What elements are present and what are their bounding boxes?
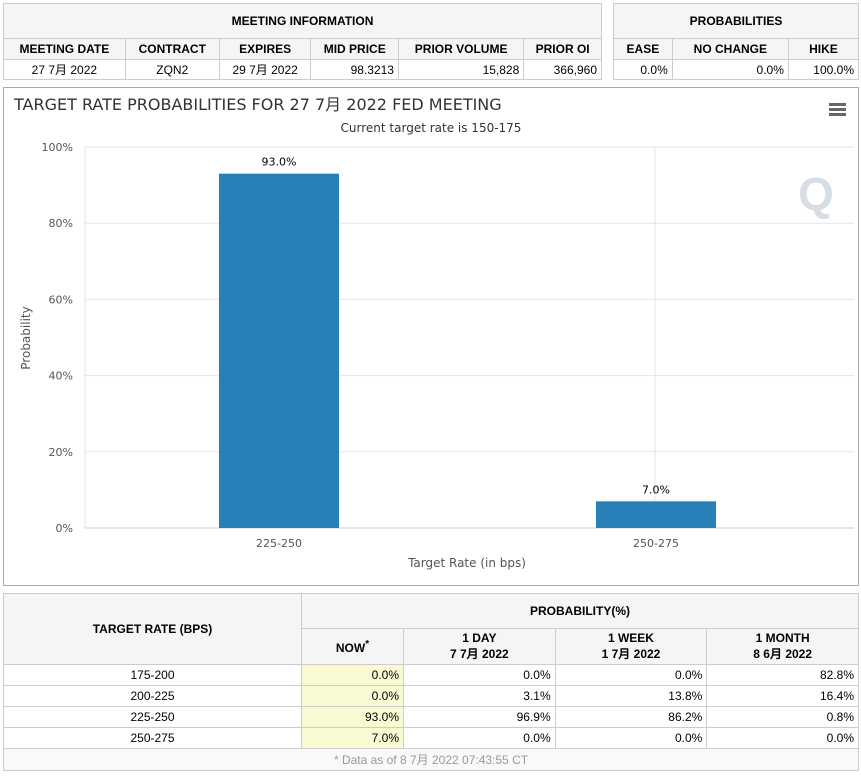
col-expires: EXPIRES <box>218 38 312 60</box>
col-ease: EASE <box>613 38 673 60</box>
probability-cell: 13.8% <box>554 685 708 707</box>
meeting-info-title: MEETING INFORMATION <box>3 3 602 39</box>
hike-value: 100.0% <box>787 59 860 80</box>
probability-cell: 0.0% <box>403 727 556 749</box>
asterisk: * <box>365 638 370 650</box>
probabilities-table: PROBABILITIES EASE NO CHANGE HIKE 0.0% 0… <box>613 3 860 80</box>
col-meeting-date: MEETING DATE <box>3 38 126 60</box>
target-rate-cell: 175-200 <box>3 664 302 686</box>
table-row: 250-275 7.0% 0.0% 0.0% 0.0% <box>3 727 859 749</box>
probability-cell: 0.0% <box>554 664 708 686</box>
probability-cell: 93.0% <box>301 706 404 728</box>
target-rate-cell: 225-250 <box>3 706 302 728</box>
col-prior-volume: PRIOR VOLUME <box>397 38 525 60</box>
probability-cell: 7.0% <box>301 727 404 749</box>
col-date: 1 7月 2022 <box>601 647 661 661</box>
table-row: 225-250 93.0% 96.9% 86.2% 0.8% <box>3 706 859 728</box>
y-tick-label: 80% <box>49 217 73 230</box>
y-tick-label: 40% <box>49 370 73 383</box>
x-axis-label: Target Rate (in bps) <box>407 556 526 570</box>
chart-subtitle: Current target rate is 150-175 <box>341 121 522 135</box>
y-tick-label: 20% <box>49 446 73 459</box>
probabilities-title: PROBABILITIES <box>613 3 859 39</box>
col-date: 8 6月 2022 <box>753 647 813 661</box>
table-row: 200-225 0.0% 3.1% 13.8% 16.4% <box>3 685 859 707</box>
probability-cell: 0.0% <box>706 727 859 749</box>
y-tick-label: 100% <box>42 141 73 154</box>
expires: 29 7月 2022 <box>218 59 312 80</box>
probability-table: TARGET RATE (BPS) PROBABILITY(%) NOW* 1 D… <box>3 593 859 771</box>
x-tick-label: 250-275 <box>633 537 679 550</box>
col-contract: CONTRACT <box>124 38 220 60</box>
table-row: 175-200 0.0% 0.0% 0.0% 82.8% <box>3 664 859 686</box>
prior-oi: 366,960 <box>523 59 602 80</box>
target-rate-chart: TARGET RATE PROBABILITIES FOR 27 7月 2022… <box>3 87 859 586</box>
col-label: 1 WEEK <box>607 631 654 645</box>
bar-250-275[interactable] <box>596 501 716 528</box>
x-tick-label: 225-250 <box>256 537 302 550</box>
col-header-3: 1 MONTH 8 6月 2022 <box>706 628 859 665</box>
col-date: 7 7月 2022 <box>449 647 509 661</box>
probability-cell: 0.0% <box>301 685 404 707</box>
probability-cell: 96.9% <box>403 706 556 728</box>
probability-cell: 0.0% <box>301 664 404 686</box>
probability-cell: 86.2% <box>554 706 708 728</box>
y-axis-label: Probability <box>19 306 33 369</box>
col-label: NOW <box>335 640 366 655</box>
col-hike: HIKE <box>787 38 860 60</box>
menu-icon[interactable] <box>829 103 846 116</box>
probability-group-header: PROBABILITY(%) <box>301 593 859 629</box>
q-watermark-logo: Q <box>798 168 834 220</box>
bar-225-250[interactable] <box>219 173 339 529</box>
col-header-1: 1 DAY 7 7月 2022 <box>403 628 556 665</box>
mid-price: 98.3213 <box>310 59 399 80</box>
target-rate-header: TARGET RATE (BPS) <box>3 593 302 665</box>
meeting-information-table: MEETING INFORMATION MEETING DATE CONTRAC… <box>3 3 602 80</box>
probability-cell: 82.8% <box>706 664 859 686</box>
probability-cell: 3.1% <box>403 685 556 707</box>
contract: ZQN2 <box>124 59 220 80</box>
data-timestamp-footnote: * Data as of 8 7月 2022 07:43:55 CT <box>3 748 859 771</box>
no-change-value: 0.0% <box>671 59 789 80</box>
data-label: 7.0% <box>642 483 670 496</box>
meeting-date: 27 7月 2022 <box>3 59 126 80</box>
target-rate-cell: 250-275 <box>3 727 302 749</box>
chart-svg: TARGET RATE PROBABILITIES FOR 27 7月 2022… <box>13 95 854 570</box>
probability-cell: 16.4% <box>706 685 859 707</box>
target-rate-cell: 200-225 <box>3 685 302 707</box>
probability-cell: 0.0% <box>403 664 556 686</box>
col-prior-oi: PRIOR OI <box>523 38 602 60</box>
data-label: 93.0% <box>262 156 297 169</box>
col-mid-price: MID PRICE <box>310 38 399 60</box>
prior-volume: 15,828 <box>397 59 525 80</box>
col-header-2: 1 WEEK 1 7月 2022 <box>554 628 708 665</box>
col-no-change: NO CHANGE <box>671 38 789 60</box>
col-label: 1 DAY <box>462 631 497 645</box>
col-label: 1 MONTH <box>755 631 810 645</box>
y-tick-label: 60% <box>49 293 73 306</box>
col-header-0: NOW* <box>301 628 404 665</box>
chart-title: TARGET RATE PROBABILITIES FOR 27 7月 2022… <box>13 95 502 114</box>
probability-cell: 0.8% <box>706 706 859 728</box>
y-tick-label: 0% <box>56 522 73 535</box>
ease-value: 0.0% <box>613 59 673 80</box>
probability-cell: 0.0% <box>554 727 708 749</box>
